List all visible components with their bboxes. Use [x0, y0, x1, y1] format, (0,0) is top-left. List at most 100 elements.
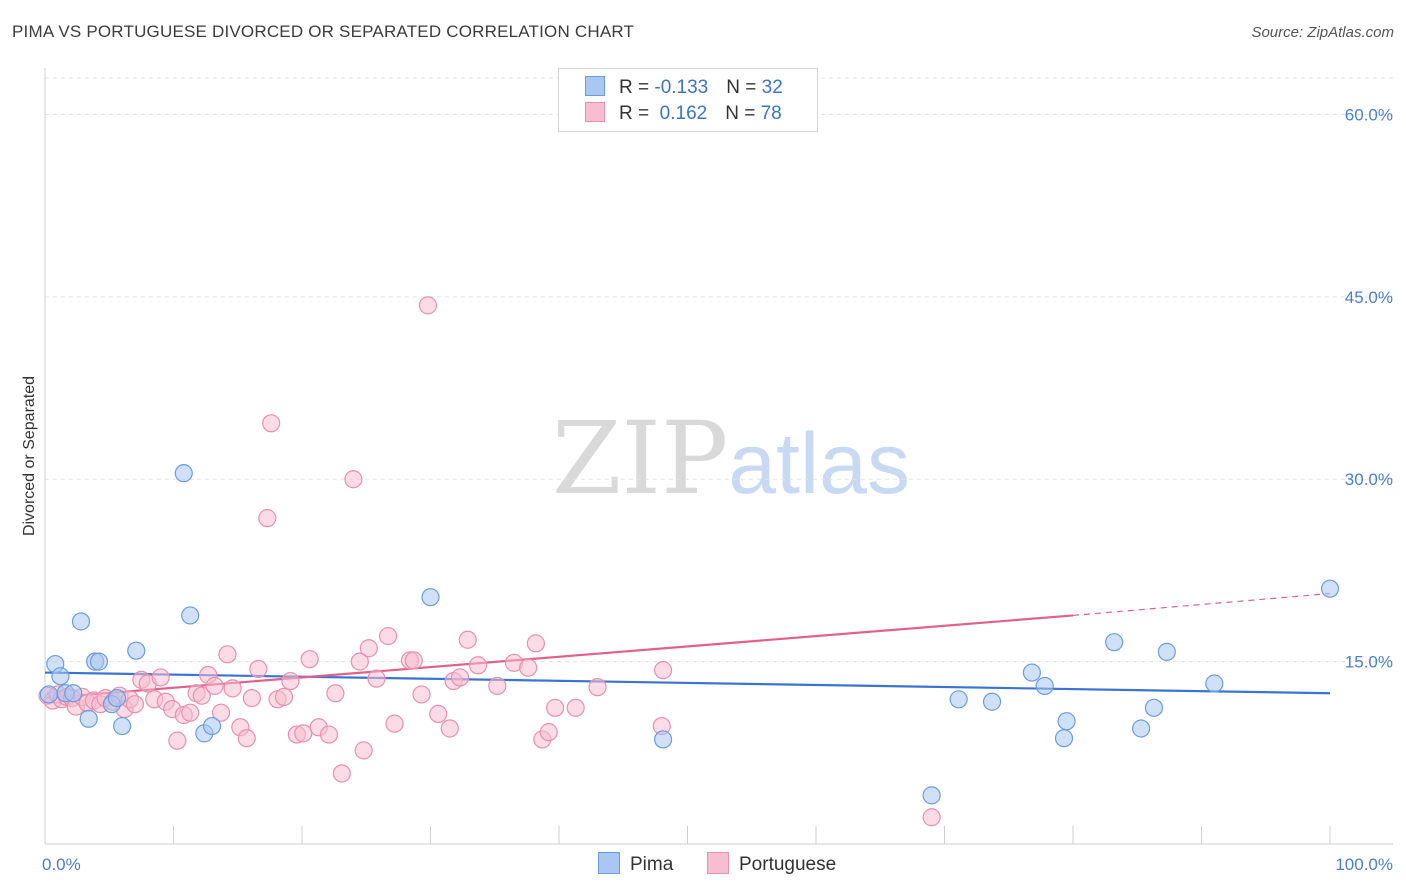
legend-n-label: N = — [726, 77, 762, 98]
point-pima-25 — [1057, 712, 1076, 731]
point-portuguese-50 — [350, 652, 369, 671]
point-portuguese-57 — [404, 651, 423, 670]
point-portuguese-64 — [458, 630, 477, 649]
legend-swatch-pima — [585, 76, 605, 96]
point-portuguese-65 — [468, 656, 488, 675]
point-pima-12 — [127, 641, 146, 660]
point-pima-29 — [1157, 642, 1176, 661]
point-portuguese-40 — [274, 687, 294, 706]
x-tick-label-max: 100.0% — [1335, 855, 1393, 874]
point-pima-19 — [922, 786, 941, 805]
point-portuguese-55 — [385, 714, 404, 733]
watermark-atlas: atlas — [728, 416, 910, 512]
series-swatch-pima — [598, 852, 620, 874]
point-portuguese-61 — [440, 719, 459, 738]
point-portuguese-23 — [168, 731, 187, 750]
legend-n-value-portuguese: 78 — [760, 103, 782, 124]
point-portuguese-29 — [205, 676, 224, 696]
axis-labels: 15.0% 30.0% 45.0% 60.0% 0.0% 100.0% Divorced o… — [21, 105, 1393, 874]
point-portuguese-32 — [223, 679, 242, 698]
point-pima-14 — [181, 606, 200, 625]
point-portuguese-47 — [326, 684, 345, 703]
point-portuguese-25 — [181, 703, 200, 722]
point-portuguese-48 — [332, 764, 351, 783]
point-pima-6 — [79, 709, 98, 728]
point-portuguese-52 — [359, 639, 378, 658]
point-portuguese-38 — [262, 414, 281, 433]
point-portuguese-54 — [378, 626, 398, 646]
axes — [44, 68, 1393, 845]
point-pima-13 — [174, 464, 193, 483]
point-pima-22 — [1022, 663, 1041, 682]
point-portuguese-43 — [294, 724, 313, 743]
series-legend-pima: Pima — [598, 852, 673, 876]
watermark-zip: ZIP — [552, 400, 729, 517]
point-portuguese-75 — [653, 661, 673, 680]
series-legend-portuguese: Portuguese — [707, 852, 836, 876]
point-pima-20 — [949, 690, 968, 709]
point-portuguese-35 — [242, 688, 261, 708]
point-pima-11 — [112, 716, 132, 736]
point-portuguese-53 — [367, 669, 386, 688]
point-portuguese-58 — [412, 685, 431, 704]
y-axis-label: Divorced or Separated — [21, 376, 38, 536]
series-label-portuguese: Portuguese — [739, 854, 837, 875]
point-portuguese-44 — [300, 650, 319, 669]
legend-row-pima: R = -0.133 N = 32 — [585, 76, 783, 100]
point-portuguese-36 — [249, 659, 268, 679]
point-portuguese-77 — [922, 808, 941, 827]
point-portuguese-41 — [281, 671, 300, 691]
point-pima-26 — [1105, 633, 1124, 652]
point-portuguese-74 — [588, 678, 607, 697]
y-tick-label-0: 15.0% — [1345, 653, 1393, 672]
chart-title: PIMA VS PORTUGUESE DIVORCED OR SEPARATED… — [12, 22, 635, 41]
point-portuguese-31 — [218, 645, 237, 664]
data-points — [38, 296, 1340, 827]
grid-lines — [45, 77, 1393, 663]
point-pima-31 — [1320, 579, 1340, 598]
point-pima-8 — [89, 652, 109, 671]
point-portuguese-27 — [192, 686, 211, 705]
legend-r-label: R = — [619, 77, 655, 98]
watermark: ZIPatlas — [552, 400, 910, 517]
point-portuguese-20 — [151, 668, 170, 687]
trend-line-portuguese-extrapolated — [1072, 592, 1331, 617]
point-portuguese-73 — [566, 698, 585, 717]
point-portuguese-46 — [319, 725, 339, 744]
point-pima-30 — [1205, 674, 1224, 693]
series-swatch-portuguese — [707, 852, 729, 874]
y-tick-label-3: 60.0% — [1345, 105, 1393, 124]
point-portuguese-51 — [354, 741, 373, 760]
y-tick-label-1: 30.0% — [1345, 470, 1393, 489]
point-portuguese-71 — [539, 723, 558, 742]
point-portuguese-59 — [418, 296, 438, 315]
point-pima-28 — [1144, 698, 1164, 717]
point-pima-4 — [64, 684, 83, 703]
point-portuguese-16 — [125, 695, 145, 714]
point-portuguese-34 — [237, 729, 256, 748]
point-portuguese-60 — [429, 704, 448, 724]
source-credit: Source: ZipAtlas.com — [1251, 24, 1394, 41]
point-pima-0 — [39, 685, 58, 704]
point-pima-5 — [71, 612, 91, 631]
point-portuguese-37 — [258, 509, 277, 528]
legend-r-value-pima: -0.133 — [654, 77, 709, 98]
legend-row-portuguese: R = 0.162 N = 78 — [585, 102, 782, 126]
point-pima-18 — [653, 730, 673, 749]
point-pima-17 — [421, 588, 440, 607]
point-portuguese-69 — [526, 634, 545, 653]
point-pima-10 — [107, 688, 127, 708]
point-pima-2 — [51, 667, 70, 686]
point-portuguese-66 — [488, 676, 507, 696]
series-label-pima: Pima — [630, 854, 674, 875]
point-portuguese-63 — [450, 668, 470, 687]
point-portuguese-49 — [344, 470, 363, 489]
y-tick-label-2: 45.0% — [1345, 288, 1393, 307]
point-pima-16 — [202, 716, 222, 736]
point-pima-21 — [982, 692, 1002, 711]
point-pima-23 — [1035, 676, 1054, 696]
legend-r-label: R = — [619, 103, 655, 124]
point-portuguese-68 — [519, 658, 538, 677]
legend-n-label: N = — [725, 103, 761, 124]
